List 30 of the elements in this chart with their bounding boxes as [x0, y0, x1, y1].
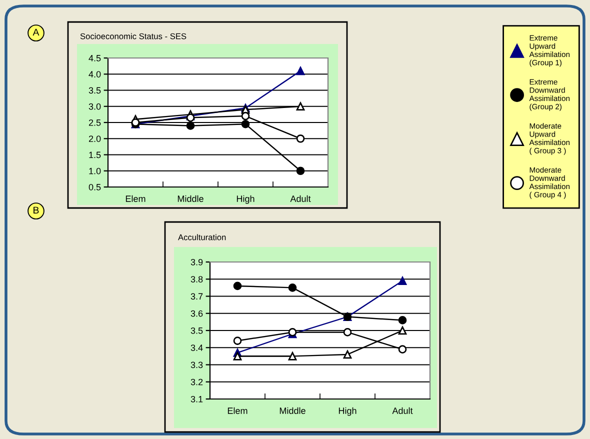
- y-tick-label: 2.0: [88, 136, 101, 142]
- x-tick-label: High: [338, 407, 356, 416]
- y-tick-label: 3.4: [190, 344, 203, 351]
- x-tick-label: Adult: [290, 195, 311, 202]
- y-tick-label: 3.1: [190, 396, 203, 402]
- y-tick-label: 1.5: [89, 152, 101, 158]
- y-tick-label: 3.2: [190, 378, 203, 386]
- y-tick-label: 3.3: [190, 362, 203, 368]
- y-tick-label: 3.5: [190, 327, 203, 334]
- y-tick-label: 3.6: [190, 310, 203, 317]
- y-tick-label: 4.0: [88, 71, 101, 78]
- chart-title: Acculturation: [178, 234, 226, 240]
- y-tick-label: 3.8: [190, 276, 203, 282]
- y-tick-label: 4.5: [88, 55, 101, 62]
- y-tick-label: 3.5: [88, 87, 101, 94]
- y-tick-label: 3.7: [190, 293, 203, 300]
- x-tick-label: Middle: [280, 407, 306, 414]
- text: B: [34, 206, 39, 214]
- chart-title: Socioeconomic Status - SES: [80, 33, 186, 40]
- x-tick-label: Adult: [392, 407, 413, 414]
- y-tick-label: 3.9: [190, 258, 203, 266]
- y-tick-label: 3.0: [88, 103, 101, 110]
- y-tick-label: 0.5: [88, 184, 101, 190]
- y-tick-label: 1.0: [89, 168, 101, 174]
- x-tick-label: Elem: [126, 195, 146, 202]
- x-tick-label: High: [236, 195, 254, 204]
- text: A: [32, 28, 40, 36]
- y-tick-label: 2.5: [88, 119, 101, 126]
- x-tick-label: Middle: [178, 195, 204, 202]
- x-tick-label: Elem: [228, 407, 248, 414]
